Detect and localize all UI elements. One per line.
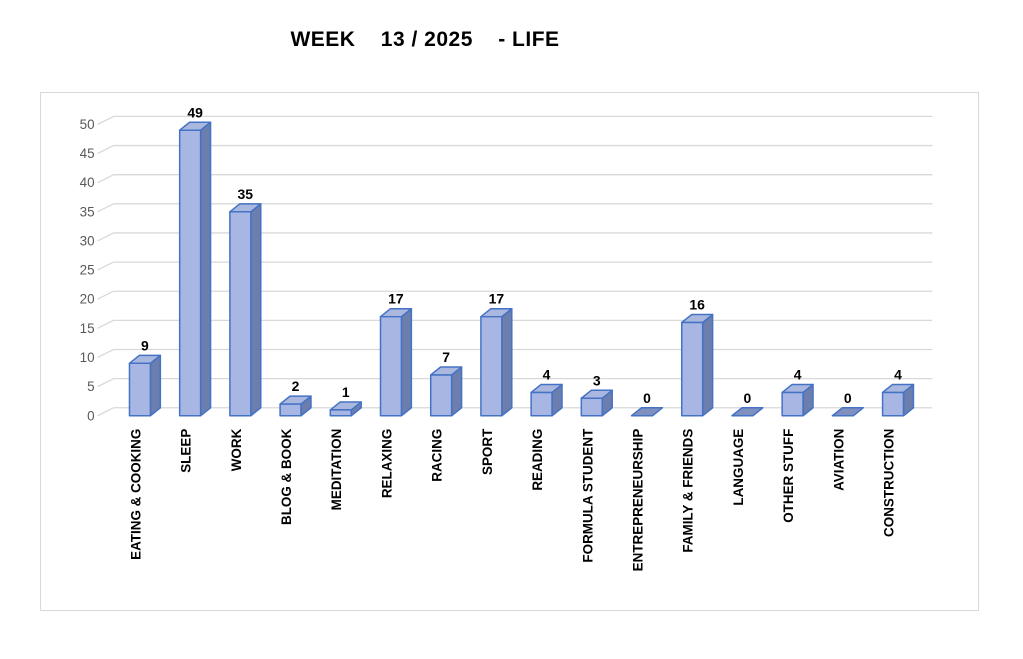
category-label-aviation: AVIATION — [831, 429, 846, 491]
category-label-language: LANGUAGE — [731, 429, 746, 506]
bar-aviation[interactable] — [831, 407, 864, 417]
y-axis-tick-45: 45 — [80, 146, 95, 161]
bar-blog-and-book[interactable] — [279, 403, 302, 417]
chart-title[interactable]: WEEK 13 / 2025 - LIFE — [290, 28, 560, 51]
gridline-diagonal-0 — [97, 407, 114, 417]
value-label-other-stuff: 4 — [794, 366, 802, 382]
bar-meditation[interactable] — [329, 409, 352, 417]
category-label-sleep: SLEEP — [179, 429, 194, 473]
y-axis-tick-15: 15 — [80, 321, 95, 336]
gridline-diagonal-5 — [97, 378, 114, 388]
bar-entrepreneurship[interactable] — [630, 407, 664, 417]
y-axis-tick-30: 30 — [80, 233, 95, 248]
bar-formula-student[interactable] — [580, 397, 603, 417]
value-label-sport: 17 — [489, 291, 505, 307]
gridline-diagonal-30 — [97, 232, 114, 242]
category-label-eating-and-cooking: EATING & COOKING — [128, 429, 143, 560]
value-label-racing: 7 — [442, 349, 450, 365]
y-axis-tick-35: 35 — [80, 204, 95, 219]
bar-side-relaxing[interactable] — [400, 307, 413, 417]
value-label-meditation: 1 — [342, 384, 350, 400]
y-axis-tick-50: 50 — [80, 117, 95, 132]
bar-other-stuff[interactable] — [781, 391, 804, 417]
category-label-work: WORK — [229, 428, 244, 471]
bar-side-eating-and-cooking[interactable] — [149, 354, 162, 417]
category-label-blog-and-book: BLOG & BOOK — [279, 428, 294, 525]
bar-racing[interactable] — [429, 374, 453, 417]
gridline-diagonal-40 — [97, 174, 114, 184]
y-axis-tick-25: 25 — [80, 263, 95, 278]
value-label-reading: 4 — [543, 366, 551, 382]
bar-side-work[interactable] — [250, 203, 262, 417]
value-label-relaxing: 17 — [388, 291, 404, 307]
bar-language[interactable] — [731, 407, 764, 417]
gridline-diagonal-45 — [97, 144, 114, 155]
category-label-sport: SPORT — [480, 428, 495, 475]
gridline-diagonal-25 — [97, 261, 114, 271]
gridline-diagonal-35 — [97, 203, 114, 213]
category-label-meditation: MEDITATION — [329, 429, 344, 511]
value-label-formula-student: 3 — [593, 372, 601, 388]
category-label-entrepreneurship: ENTREPRENEURSHIP — [630, 429, 645, 572]
y-axis-tick-0: 0 — [87, 408, 94, 423]
category-label-racing: RACING — [430, 429, 445, 482]
bar-family-and-friends[interactable] — [680, 321, 704, 417]
category-label-reading: READING — [530, 429, 545, 491]
category-label-relaxing: RELAXING — [379, 429, 394, 498]
bar-relaxing[interactable] — [379, 315, 403, 417]
value-label-work: 35 — [238, 186, 254, 202]
y-axis-tick-40: 40 — [80, 175, 95, 190]
gridline-diagonal-50 — [97, 115, 114, 125]
y-axis-tick-5: 5 — [87, 379, 94, 394]
y-axis-tick-10: 10 — [80, 350, 95, 365]
value-label-language: 0 — [743, 390, 751, 406]
value-label-construction: 4 — [894, 366, 902, 382]
chart-area[interactable]: 0 5 10 15 20 25 30 35 40 45 50 9 EATING & COOKING 49 S… — [40, 92, 979, 611]
gridline-diagonal-15 — [97, 319, 114, 329]
value-label-eating-and-cooking: 9 — [141, 337, 149, 353]
gridline-diagonal-10 — [97, 348, 114, 359]
value-label-entrepreneurship: 0 — [643, 390, 651, 406]
category-label-construction: CONSTRUCTION — [882, 429, 897, 537]
bar-sleep[interactable] — [178, 129, 202, 417]
value-label-blog-and-book: 2 — [292, 378, 300, 394]
category-label-other-stuff: OTHER STUFF — [781, 429, 796, 523]
category-label-formula-student: FORMULA STUDENT — [580, 428, 595, 563]
bar-sport[interactable] — [480, 315, 503, 417]
bar-construction[interactable] — [881, 391, 905, 417]
bar-eating-and-cooking[interactable] — [128, 362, 152, 417]
value-label-sleep: 49 — [187, 104, 203, 120]
bar-reading[interactable] — [530, 391, 553, 417]
gridline-diagonal-20 — [97, 290, 114, 300]
bar-work[interactable] — [229, 211, 252, 417]
value-label-family-and-friends: 16 — [689, 297, 705, 313]
y-axis-tick-20: 20 — [80, 292, 95, 307]
bar-side-sport[interactable] — [501, 307, 513, 417]
value-label-aviation: 0 — [844, 390, 852, 406]
bar-side-sleep[interactable] — [199, 121, 212, 417]
bar-side-family-and-friends[interactable] — [701, 313, 714, 417]
category-label-family-and-friends: FAMILY & FRIENDS — [681, 429, 696, 553]
